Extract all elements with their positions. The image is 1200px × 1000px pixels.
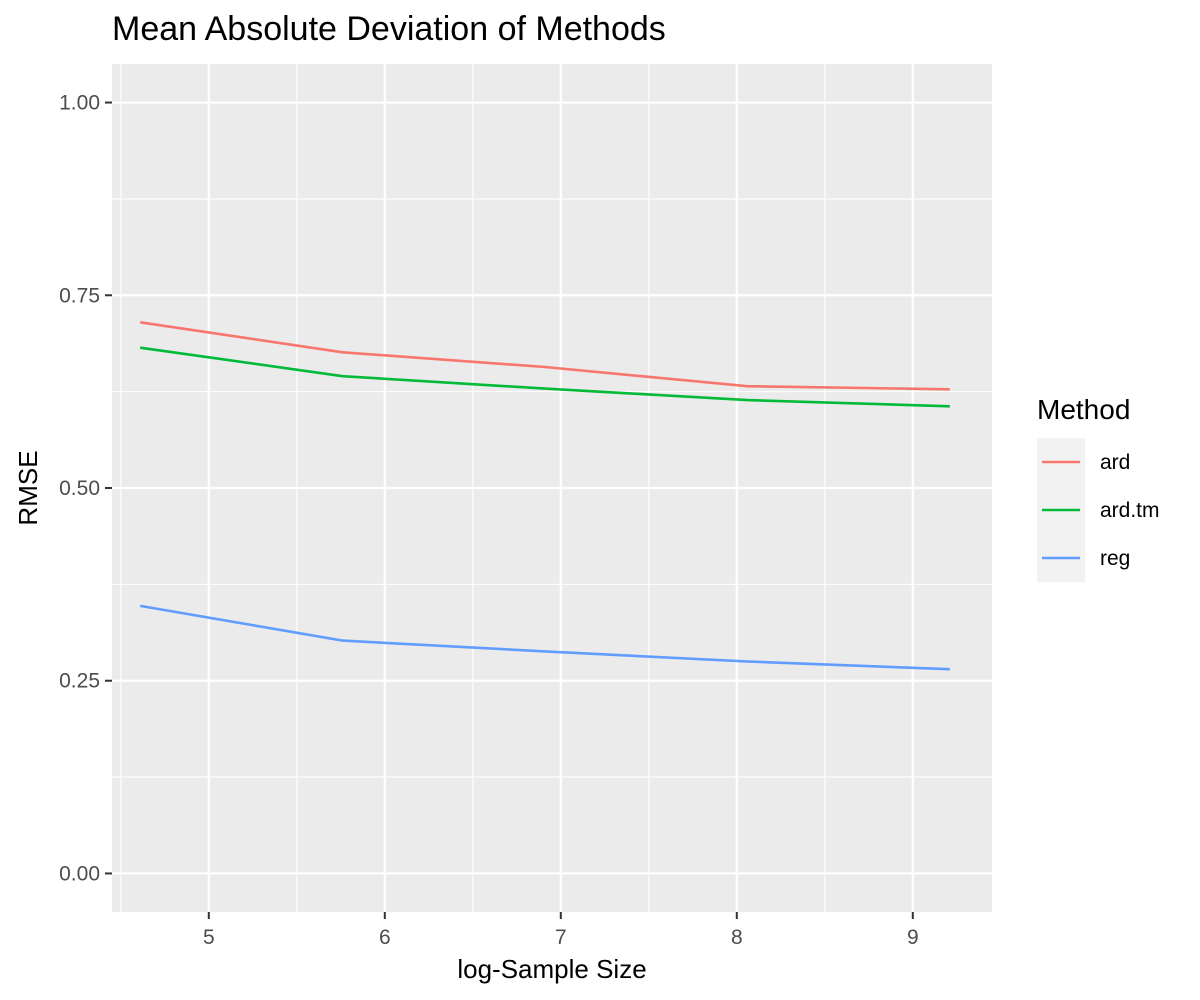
x-axis-title: log-Sample Size <box>457 954 646 984</box>
y-tick-label: 1.00 <box>59 92 100 115</box>
x-tick-label: 8 <box>731 926 743 949</box>
x-tick-label: 5 <box>203 926 215 949</box>
y-tick-label: 0.75 <box>59 284 100 307</box>
x-tick-label: 7 <box>555 926 567 949</box>
series-line-ard <box>140 321 950 391</box>
legend-title: Method <box>1037 394 1130 425</box>
series-line-reg <box>139 604 950 671</box>
series-line-ard-tm <box>140 346 950 408</box>
legend: Method ard ard.tm reg <box>1037 394 1160 582</box>
legend-label-reg: reg <box>1100 547 1130 570</box>
x-axis: 5 6 7 8 9 <box>203 912 919 949</box>
y-tick-label: 0.50 <box>59 477 100 500</box>
x-tick-label: 9 <box>907 926 919 949</box>
chart-title: Mean Absolute Deviation of Methods <box>112 10 666 48</box>
legend-label-ard: ard <box>1100 451 1130 474</box>
legend-label-ard-tm: ard.tm <box>1100 499 1160 522</box>
y-tick-label: 0.00 <box>59 862 100 885</box>
major-gridlines <box>112 64 992 912</box>
y-tick-label: 0.25 <box>59 670 100 693</box>
y-axis: 0.00 0.25 0.50 0.75 1.00 <box>59 92 112 885</box>
x-tick-label: 6 <box>379 926 391 949</box>
series-lines <box>139 321 950 671</box>
y-axis-title: RMSE <box>13 450 43 525</box>
